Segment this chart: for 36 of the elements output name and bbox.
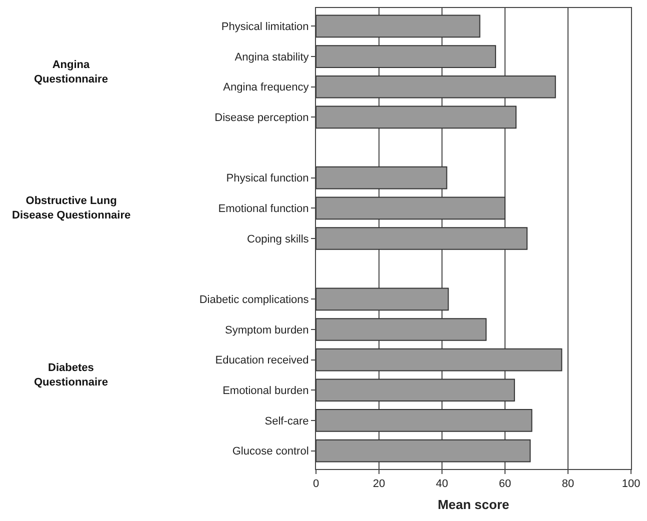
bar: [316, 14, 480, 38]
y-tick-label: Symptom burden: [225, 324, 309, 336]
y-tick-label: Angina stability: [234, 51, 310, 64]
x-tick-label: 80: [562, 478, 574, 490]
y-tick-label: Physical limitation: [221, 21, 309, 34]
x-tick-label: 60: [498, 478, 512, 490]
bar: [316, 75, 556, 98]
y-tick-label: Disease perception: [214, 112, 309, 124]
text: Diabetes Questionnaire: [34, 362, 108, 388]
y-tick-label: Glucose control: [232, 446, 309, 458]
bar: [316, 439, 531, 462]
bar: [316, 45, 496, 68]
text: Angina Questionnaire: [34, 59, 108, 86]
y-tick-label: Coping skills: [247, 233, 310, 246]
x-tick-label: 20: [372, 478, 386, 490]
bar: [316, 409, 532, 432]
x-axis-title: Mean score: [438, 496, 510, 512]
bar: [316, 348, 562, 372]
x-tick-label: 0: [312, 478, 320, 490]
y-tick-label: Education received: [215, 354, 309, 367]
y-tick-label: Physical function: [226, 172, 309, 185]
y-tick-label: Self-care: [264, 415, 309, 428]
bar: [316, 106, 517, 129]
y-tick-label: Emotional burden: [222, 384, 309, 397]
bar: [316, 318, 487, 341]
bar: [316, 288, 449, 311]
y-tick-label: Angina frequency: [223, 82, 310, 94]
bar: [316, 227, 528, 250]
y-tick-label: Emotional function: [218, 203, 309, 216]
bar: [316, 378, 515, 402]
x-tick-label: 40: [436, 478, 448, 490]
text: Obstructive Lung Disease Questionnaire: [12, 195, 131, 222]
y-tick-label: Diabetic complications: [199, 294, 310, 306]
bar: [316, 166, 448, 190]
bar: [316, 196, 506, 220]
x-tick-label: 100: [622, 478, 640, 490]
